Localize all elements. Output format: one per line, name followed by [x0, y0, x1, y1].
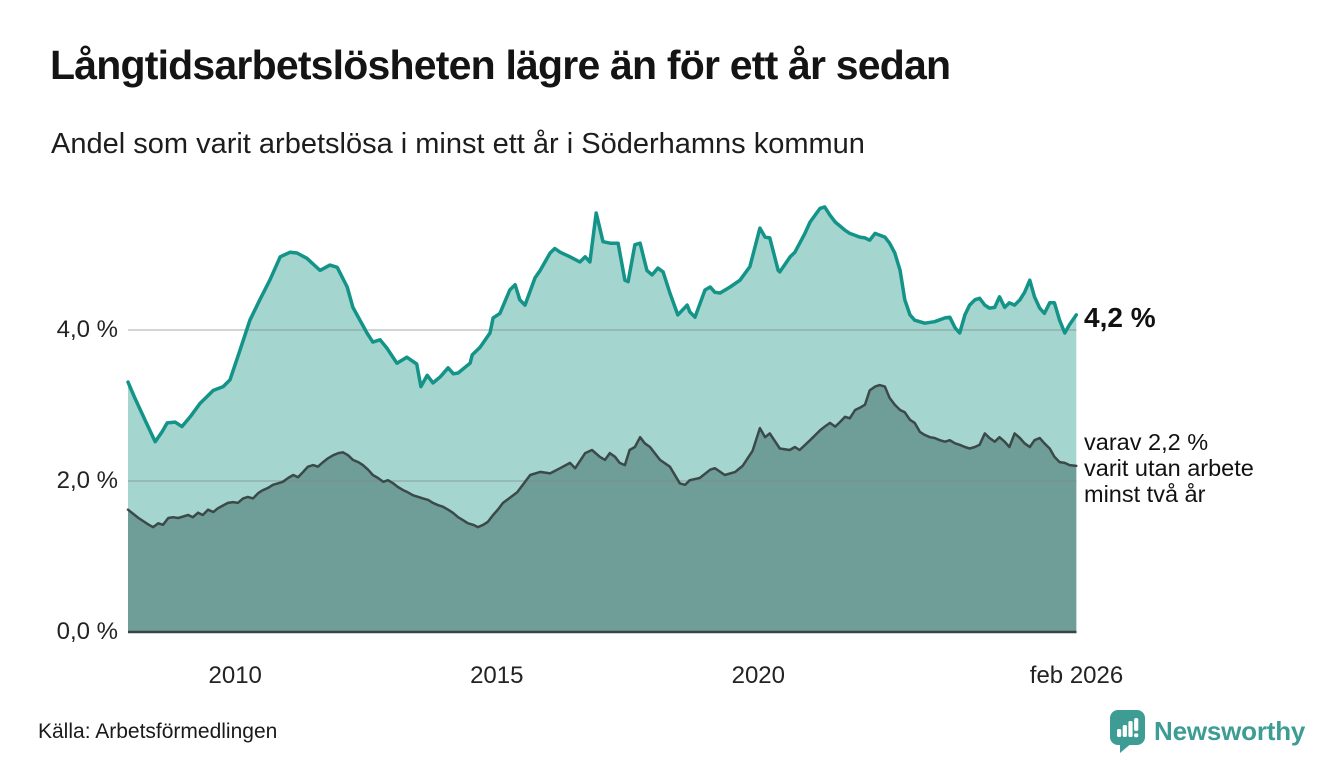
newsworthy-speech-bubble-bar-chart-icon: [1110, 709, 1145, 753]
y-axis-label-4: 4,0 %: [56, 316, 118, 343]
latest-value-annotation: 4,2 %: [1084, 302, 1156, 333]
x-axis-label-2: 2020: [731, 662, 785, 689]
secondary-annotation-line-1: varav 2,2 %: [1084, 429, 1209, 455]
y-axis-label-0: 0,0 %: [56, 618, 118, 645]
series-line-1: [126, 383, 1078, 529]
secondary-series-annotation: varav 2,2 % varit utan arbete minst två …: [1084, 429, 1254, 508]
chart-subtitle: Andel som varit arbetslösa i minst ett å…: [51, 128, 865, 160]
newsworthy-logo-text: Newsworthy: [1154, 716, 1306, 746]
y-axis-label-2: 2,0 %: [56, 467, 118, 494]
newsworthy-logo[interactable]: Newsworthy: [1110, 709, 1305, 753]
secondary-annotation-line-3: minst två år: [1084, 481, 1206, 508]
secondary-annotation-line-2: varit utan arbete: [1084, 455, 1254, 482]
source-note: Källa: Arbetsförmedlingen: [38, 720, 278, 743]
x-axis-label-0: 2010: [208, 662, 262, 689]
series-line-0: [126, 205, 1079, 444]
x-axis-label-1: 2015: [470, 662, 524, 689]
x-axis-label-3: feb 2026: [1029, 662, 1124, 689]
series-area-1: [128, 385, 1077, 632]
chart-title: Långtidsarbetslösheten lägre än för ett …: [50, 42, 951, 88]
